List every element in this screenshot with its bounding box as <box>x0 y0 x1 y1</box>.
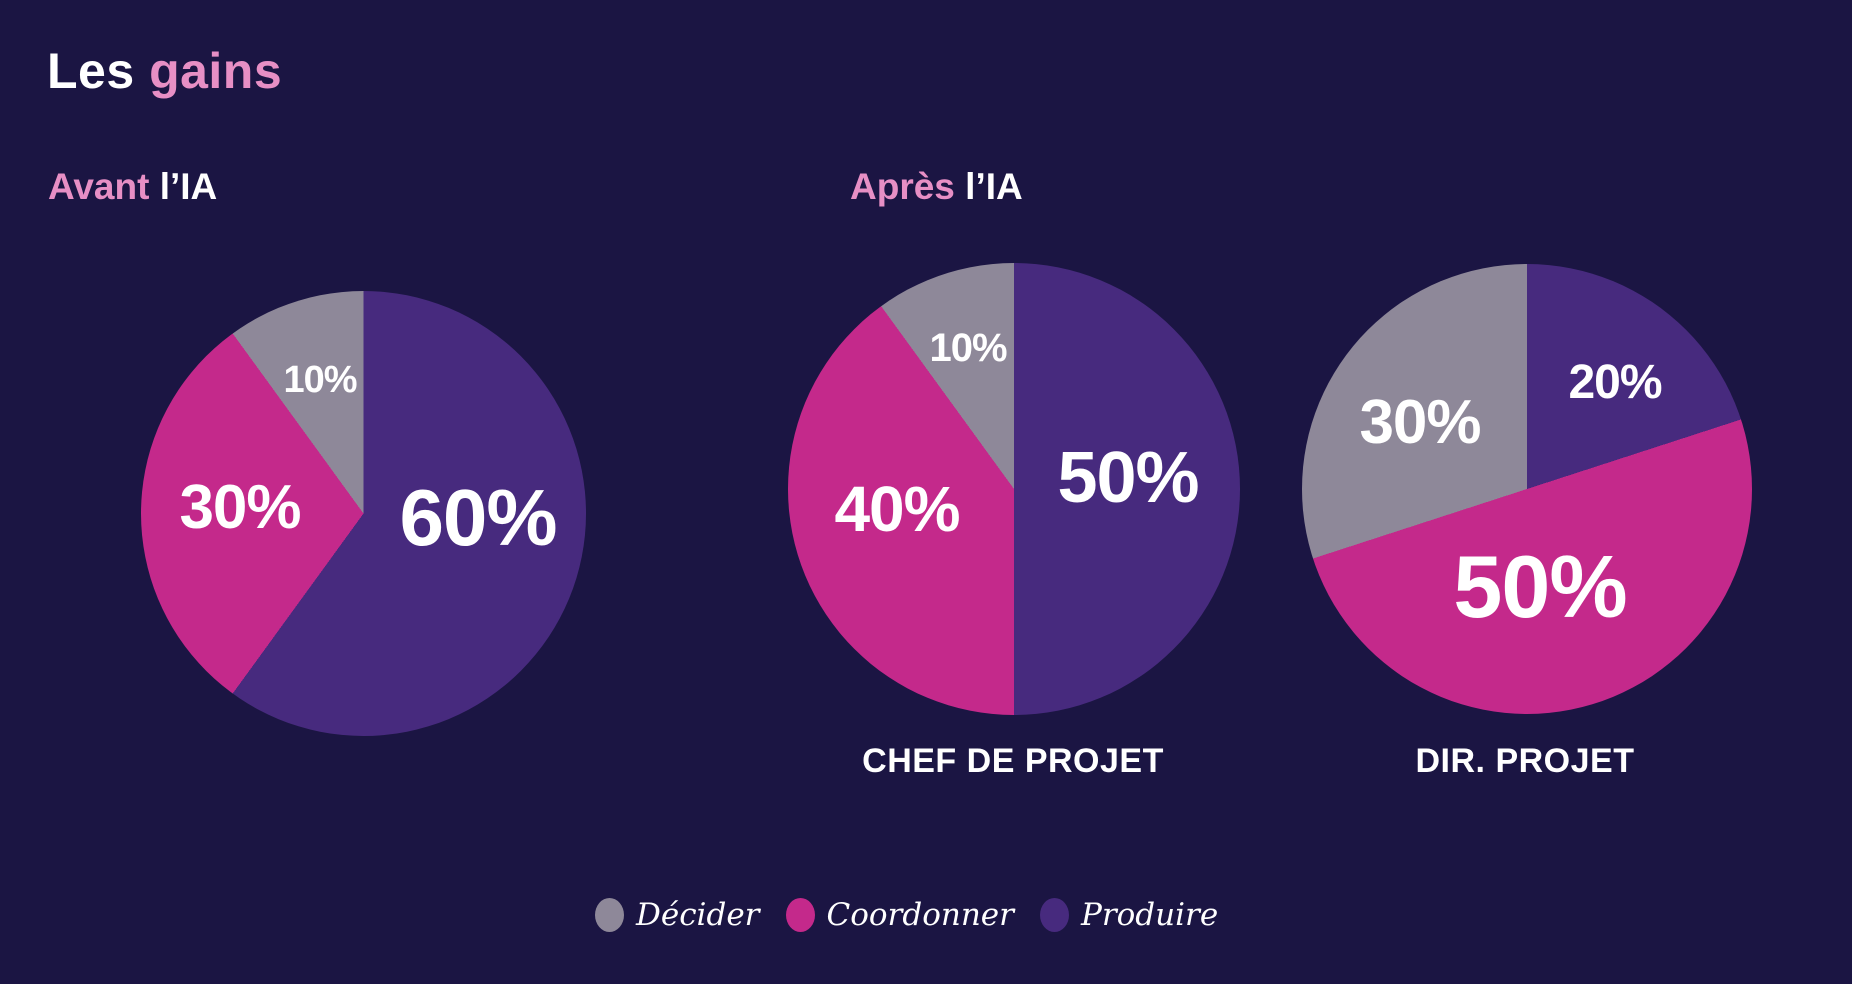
pie-slice-label: 20% <box>1568 356 1662 409</box>
decider-color-dot-icon <box>595 898 624 932</box>
section-apres-highlight: Après <box>850 166 955 207</box>
legend-item-produire: Produire <box>1039 897 1219 933</box>
section-apres-rest: l’IA <box>954 166 1023 207</box>
page-title-prefix: Les <box>47 43 150 99</box>
legend-item-coordonner: Coordonner <box>785 897 1014 933</box>
section-avant-highlight: Avant <box>48 166 150 207</box>
page-title: Les gains <box>47 44 282 99</box>
pie-slice-label: 50% <box>1057 438 1199 518</box>
section-label-apres: Après l’IA <box>850 165 1023 209</box>
legend-label-coordonner: Coordonner <box>826 897 1014 933</box>
pie-slice-label: 30% <box>179 473 301 542</box>
pie-slice-label: 60% <box>399 473 557 562</box>
pie-slice-label: 30% <box>1359 388 1481 457</box>
pie-chart-chef-de-projet <box>788 263 1240 715</box>
pie-slice-label: 10% <box>283 359 357 401</box>
pie-chart-avant <box>141 291 586 736</box>
pie-caption-dir-projet: DIR. PROJET <box>1415 742 1635 780</box>
legend: Décider Coordonner Produire <box>595 897 1218 933</box>
page-title-highlight: gains <box>149 43 283 99</box>
pie-caption-chef-de-projet: CHEF DE PROJET <box>862 742 1164 780</box>
section-avant-rest: l’IA <box>149 166 218 207</box>
pie-slice-label: 40% <box>834 473 960 545</box>
produire-color-dot-icon <box>1039 898 1069 932</box>
coordonner-color-dot-icon <box>785 898 815 932</box>
section-label-avant: Avant l’IA <box>48 165 217 209</box>
legend-label-produire: Produire <box>1080 897 1219 933</box>
legend-item-decider: Décider <box>595 897 760 933</box>
pie-slice-label: 10% <box>929 326 1007 370</box>
legend-label-decider: Décider <box>636 897 760 933</box>
pie-slice-label: 50% <box>1453 537 1627 636</box>
pie-chart-dir-projet <box>1302 264 1752 714</box>
